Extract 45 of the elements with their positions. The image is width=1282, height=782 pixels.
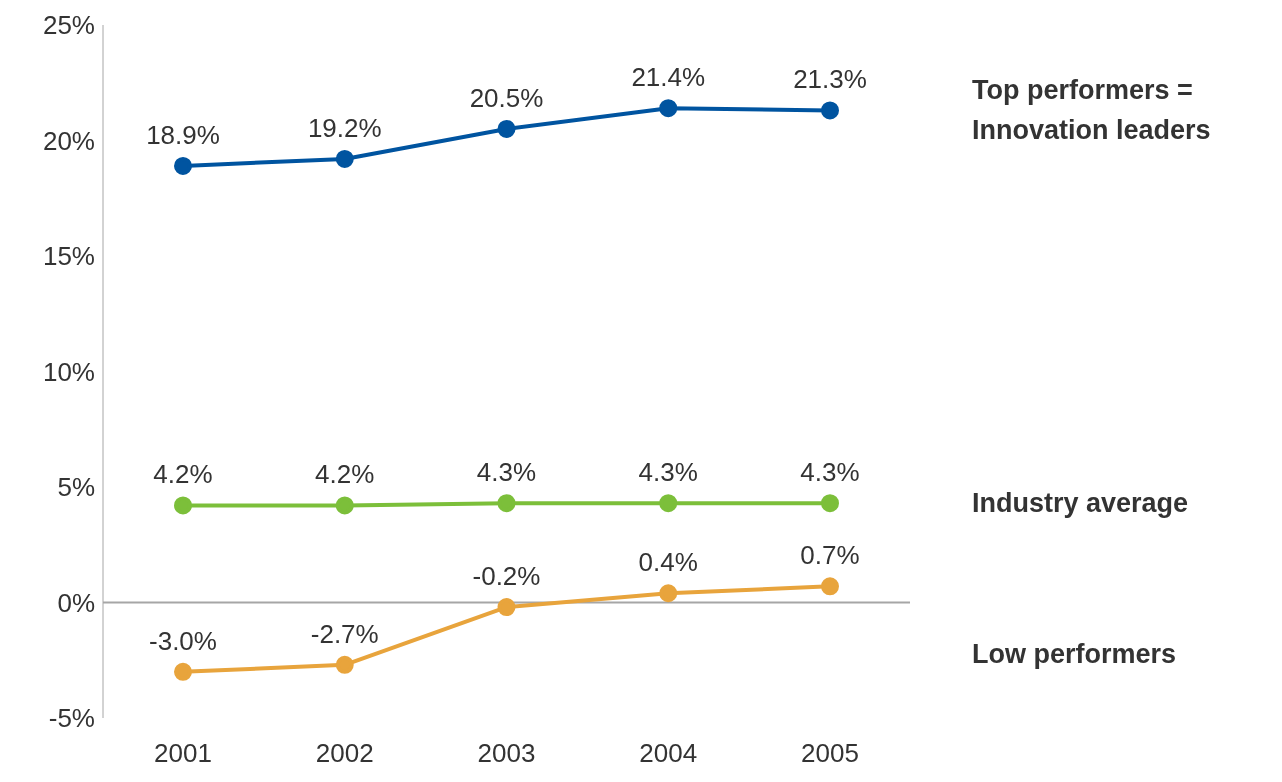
point (174, 662, 192, 681)
y-tick-label: 25% (42, 10, 95, 41)
data-label: 21.3% (793, 64, 867, 95)
point (335, 149, 354, 168)
point (821, 494, 839, 513)
data-label: -2.7% (310, 618, 379, 649)
text: Top performers = Innovation leaders (972, 75, 1211, 146)
point (659, 584, 678, 603)
x-tick-label: 2002 (315, 738, 374, 769)
data-label: -3.0% (149, 625, 217, 656)
data-label: 4.2% (315, 459, 375, 490)
point (335, 496, 354, 515)
x-tick-label: 2004 (639, 738, 698, 769)
point (497, 119, 516, 138)
data-label: 19.2% (307, 112, 382, 143)
y-tick-label: -5% (48, 703, 95, 734)
data-label: 0.7% (800, 540, 860, 571)
data-label: 4.2% (153, 459, 213, 490)
point (497, 598, 516, 617)
x-tick-label: 2005 (801, 738, 859, 769)
data-label: 4.3% (638, 457, 698, 488)
point (659, 99, 678, 118)
data-label: 18.9% (146, 119, 220, 150)
text: Industry average (972, 488, 1189, 519)
x-tick-label: 2001 (154, 738, 212, 769)
x-tick-label: 2003 (477, 738, 536, 769)
point (174, 156, 192, 175)
point (659, 494, 678, 513)
y-tick-label: 10% (42, 356, 95, 387)
point (497, 494, 516, 513)
data-label: 21.4% (631, 62, 706, 93)
point (174, 496, 192, 515)
y-tick-label: 5% (57, 472, 95, 503)
point (335, 655, 354, 674)
data-label: 4.3% (800, 457, 860, 488)
point (821, 577, 839, 596)
y-tick-label: 15% (42, 241, 95, 272)
y-tick-label: 0% (57, 587, 95, 618)
point (821, 101, 839, 120)
text: Low performers (972, 639, 1177, 670)
data-label: 0.4% (638, 547, 698, 578)
data-label: 4.3% (476, 457, 537, 488)
data-label: -0.2% (472, 561, 541, 592)
y-tick-label: 20% (42, 125, 95, 156)
data-label: 20.5% (469, 82, 544, 113)
